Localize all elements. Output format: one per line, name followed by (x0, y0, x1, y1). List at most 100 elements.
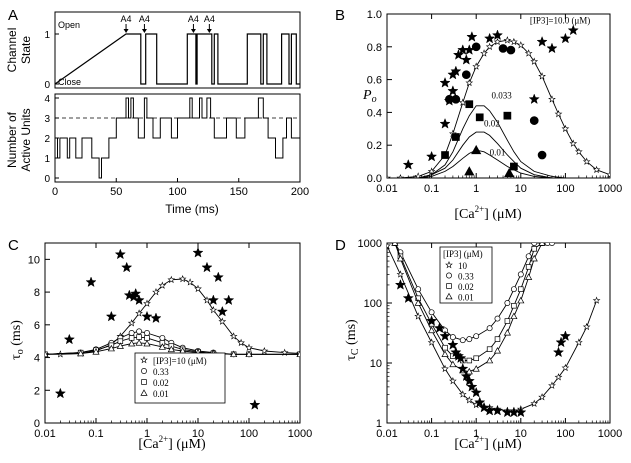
series-point (428, 326, 436, 334)
experimental-point (425, 315, 438, 326)
series-point (510, 312, 518, 320)
series-point (442, 344, 448, 351)
ytick-label: 1 (376, 418, 382, 430)
a4-annotation: A4 (121, 14, 132, 24)
series-point (517, 271, 524, 278)
series-point (92, 348, 100, 355)
series-point (574, 147, 583, 156)
experimental-point (460, 54, 472, 65)
a4-annotation: A4 (188, 14, 199, 24)
series-point (480, 49, 488, 57)
close-label: Close (58, 77, 81, 87)
series-point (449, 377, 457, 385)
series-point (525, 253, 532, 260)
series-point (472, 62, 481, 70)
series-point (518, 286, 524, 292)
xtick-label: 1 (144, 428, 150, 440)
xtick-label: 10 (515, 428, 527, 440)
panel-label-d: D (335, 237, 346, 254)
experimental-point (471, 42, 481, 52)
series-line (387, 131, 566, 178)
a-top-ytick-label: 0 (44, 80, 50, 91)
panel-a: 0 1 Open Close A4 A4 A4 A4 Channel State 0 1 2 3 4 0 50… (5, 11, 309, 216)
series-point (428, 309, 435, 316)
series-point (136, 328, 143, 335)
c-ylabel: τo (ms) (9, 320, 26, 360)
experimental-point (528, 93, 540, 105)
series-point (504, 318, 511, 324)
series-point (396, 254, 405, 262)
experimental-point (439, 117, 451, 129)
a-bot-ytick-label: 4 (44, 94, 50, 105)
series-point (127, 319, 136, 327)
a-bot-xtick-label: 0 (52, 186, 58, 198)
a4-arrow-head (206, 29, 212, 33)
plot-frame (44, 242, 301, 424)
active-units-ylabel-line1: Number of (5, 111, 19, 168)
experimental-point (529, 116, 539, 125)
series-point (493, 37, 502, 46)
experimental-point (402, 292, 414, 304)
series-point (503, 36, 512, 44)
experimental-point (439, 330, 451, 341)
series-point (511, 302, 517, 309)
series-point (414, 299, 422, 306)
series-point (237, 338, 245, 347)
series-point (218, 317, 227, 325)
series-point (178, 274, 187, 283)
experimental-point (559, 330, 572, 341)
ytick-label: 0.6 (367, 75, 382, 87)
series-point (561, 363, 570, 372)
series-point (158, 281, 167, 289)
series-point (159, 334, 166, 341)
panel-b: 0.01 0.1 1 10 100 1000 0.0 0.2 0.4 0.6 0.8 1.0 [IP3]… (367, 9, 623, 195)
series-point (427, 338, 436, 346)
curve-label-0033: 0.033 (491, 90, 512, 100)
series-point (530, 254, 538, 262)
xtick-label: 0.1 (88, 428, 103, 440)
series-point (167, 345, 175, 353)
ytick-label: 0.4 (367, 107, 382, 119)
series-point (387, 243, 391, 250)
legend-marker (140, 389, 148, 396)
experimental-point (559, 32, 572, 44)
series-point (486, 346, 493, 352)
experimental-point (460, 370, 472, 382)
series-point (531, 246, 537, 252)
experimental-point (510, 162, 518, 171)
experimental-point (471, 144, 482, 155)
series-point (167, 275, 176, 284)
a-bot-xtick-label: 150 (230, 186, 248, 198)
series-point (186, 278, 194, 286)
series-point (538, 72, 546, 80)
series-point (427, 167, 436, 175)
a-bot-xtick-label: 100 (168, 186, 186, 198)
legend-marker (445, 292, 453, 300)
series-point (554, 373, 563, 381)
legend-marker (141, 368, 147, 374)
channel-state-ylabel-line1: Channel (5, 28, 19, 73)
experimental-point (249, 399, 261, 410)
experimental-point (478, 401, 490, 413)
series-point (45, 350, 49, 358)
experimental-point (54, 387, 66, 399)
series-point (135, 309, 143, 317)
series-point (128, 335, 135, 341)
experimental-point (133, 294, 145, 306)
experimental-point (503, 111, 512, 120)
a-bot-ytick-label: 3 (44, 114, 50, 125)
series-point (135, 339, 143, 346)
series-point (549, 243, 555, 246)
b-xlabel: [Ca2+] (μM) (454, 204, 522, 222)
xtick-label: 0.01 (376, 428, 397, 440)
ytick-label: 0.2 (367, 140, 382, 152)
experimental-point (491, 404, 504, 416)
a-bot-ytick-label: 0 (44, 174, 50, 185)
ytick-label: 8 (34, 287, 40, 299)
series-point (387, 173, 391, 178)
series-point (525, 264, 532, 270)
ytick-label: 4 (34, 353, 40, 365)
series-point (517, 296, 525, 304)
